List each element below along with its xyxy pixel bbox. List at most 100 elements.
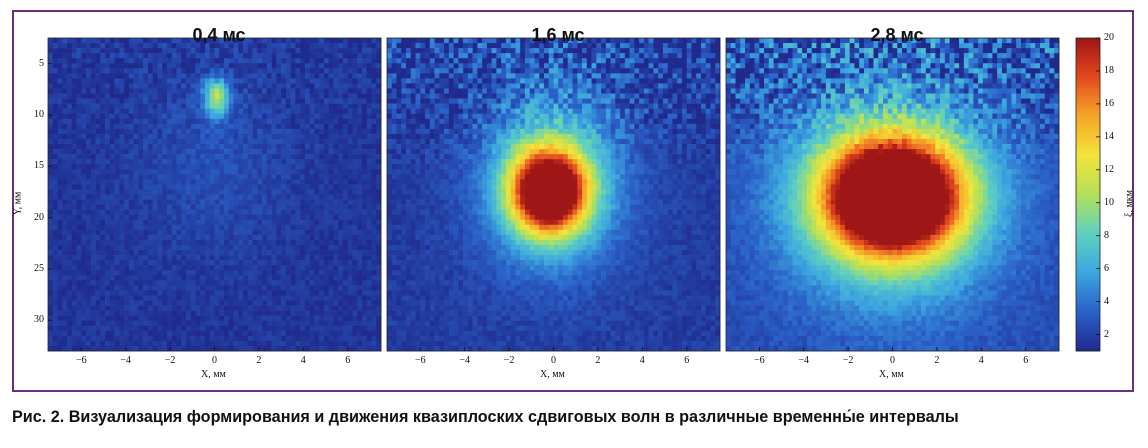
heatmap-cell xyxy=(90,83,96,89)
heatmap-cell xyxy=(371,154,377,160)
heatmap-cell xyxy=(190,280,196,286)
heatmap-cell xyxy=(71,68,77,74)
heatmap-cell xyxy=(114,73,120,79)
heatmap-cell xyxy=(185,300,192,306)
heatmap-cell xyxy=(195,174,201,180)
heatmap-cell xyxy=(209,159,215,165)
heatmap-cell xyxy=(152,239,158,246)
heatmap-cell xyxy=(458,48,464,54)
heatmap-cell xyxy=(319,234,325,241)
heatmap-cell xyxy=(276,43,282,49)
heatmap-cell xyxy=(347,290,353,296)
heatmap-cell xyxy=(204,280,211,286)
heatmap-cell xyxy=(52,93,58,99)
heatmap-cell xyxy=(133,48,139,54)
heatmap-cell xyxy=(67,63,73,69)
heatmap-cell xyxy=(204,179,211,185)
heatmap-cell xyxy=(76,189,82,195)
heatmap-cell xyxy=(119,174,125,180)
heatmap-cell xyxy=(62,275,68,281)
heatmap-cell xyxy=(57,265,63,271)
heatmap-cell xyxy=(190,260,196,266)
heatmap-cell xyxy=(366,43,372,49)
heatmap-cell xyxy=(238,194,244,200)
heatmap-cell xyxy=(71,209,77,215)
heatmap-cell xyxy=(138,229,144,236)
heatmap-cell xyxy=(333,108,339,115)
heatmap-cell xyxy=(281,285,287,291)
heatmap-cell xyxy=(214,320,220,327)
heatmap-cell xyxy=(209,330,215,337)
heatmap-cell xyxy=(185,260,192,266)
heatmap-cell xyxy=(90,128,96,135)
heatmap-cell xyxy=(204,234,211,241)
heatmap-cell xyxy=(143,229,149,236)
heatmap-cell xyxy=(124,239,130,246)
heatmap-cell xyxy=(214,239,220,246)
heatmap-cell xyxy=(247,255,253,261)
heatmap-cell xyxy=(209,169,215,175)
heatmap-cell xyxy=(328,340,334,347)
heatmap-cell xyxy=(295,300,301,306)
heatmap-cell xyxy=(276,184,282,190)
heatmap-cell xyxy=(219,280,225,286)
heatmap-cell xyxy=(195,310,201,316)
heatmap-cell xyxy=(195,164,201,170)
heatmap-cell xyxy=(333,280,339,286)
heatmap-cell xyxy=(238,93,244,99)
heatmap-cell xyxy=(290,43,296,49)
heatmap-cell xyxy=(496,63,502,69)
heatmap-cell xyxy=(119,305,125,311)
heatmap-cell xyxy=(200,83,206,89)
heatmap-cell xyxy=(338,108,344,115)
heatmap-cell xyxy=(333,234,339,241)
heatmap-cell xyxy=(342,78,348,84)
heatmap-cell xyxy=(615,58,621,64)
heatmap-cell xyxy=(342,295,348,301)
heatmap-cell xyxy=(152,285,158,291)
heatmap-cell xyxy=(304,204,310,210)
heatmap-cell xyxy=(271,295,277,301)
heatmap-cell xyxy=(563,43,569,49)
heatmap-cell xyxy=(271,133,277,140)
heatmap-cell xyxy=(152,154,158,160)
heatmap-cell xyxy=(371,179,377,185)
heatmap-cell xyxy=(510,68,516,74)
heatmap-cell xyxy=(100,229,106,236)
heatmap-cell xyxy=(105,209,111,215)
heatmap-cell xyxy=(176,325,182,332)
heatmap-cell xyxy=(352,174,358,180)
heatmap-cell xyxy=(67,98,73,104)
heatmap-cell xyxy=(48,204,54,210)
heatmap-cell xyxy=(290,68,296,74)
heatmap-cell xyxy=(285,234,291,241)
heatmap-cell xyxy=(686,43,692,49)
heatmap-cell xyxy=(95,194,101,200)
heatmap-cell xyxy=(477,78,483,84)
heatmap-cell xyxy=(361,229,368,236)
heatmap-cell xyxy=(214,330,220,337)
heatmap-cell xyxy=(238,239,244,246)
heatmap-cell xyxy=(143,133,149,140)
heatmap-cell xyxy=(81,164,87,170)
heatmap-cell xyxy=(209,310,215,316)
heatmap-cell xyxy=(247,275,253,281)
heatmap-cell xyxy=(152,144,158,150)
heatmap-cell xyxy=(658,78,664,84)
heatmap-cell xyxy=(347,83,353,89)
heatmap-cell xyxy=(152,78,158,84)
heatmap-cell xyxy=(271,335,277,342)
heatmap-cell xyxy=(195,184,201,190)
heatmap-cell xyxy=(319,83,325,89)
heatmap-cell xyxy=(95,209,101,215)
heatmap-cell xyxy=(81,345,87,352)
heatmap-cell xyxy=(90,239,96,246)
heatmap-cell xyxy=(105,320,111,327)
heatmap-cell xyxy=(271,78,277,84)
heatmap-cell xyxy=(48,189,54,195)
heatmap-cell xyxy=(105,88,111,94)
heatmap-cell xyxy=(319,123,325,130)
heatmap-cell xyxy=(333,295,339,301)
heatmap-cell xyxy=(204,325,211,332)
heatmap-cell xyxy=(124,53,130,59)
